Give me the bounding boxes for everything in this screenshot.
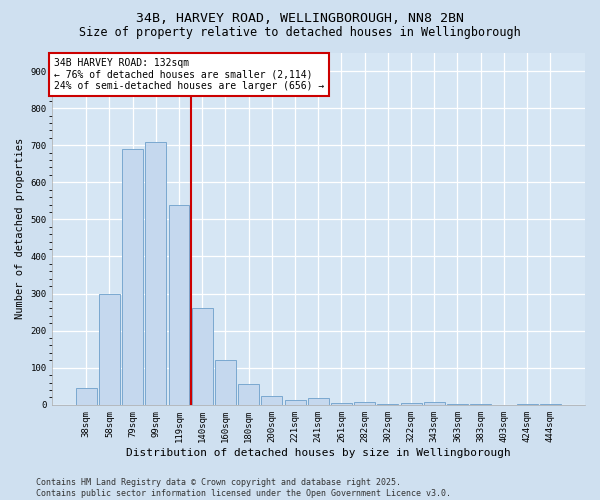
Bar (169, 204, 190, 405)
Bar (331, 403, 352, 405)
Bar (470, 404, 491, 405)
Bar (99, 294, 120, 405)
X-axis label: Distribution of detached houses by size in Wellingborough: Distribution of detached houses by size … (126, 448, 511, 458)
Text: Size of property relative to detached houses in Wellingborough: Size of property relative to detached ho… (79, 26, 521, 39)
Y-axis label: Number of detached properties: Number of detached properties (15, 138, 25, 320)
Bar (424, 402, 445, 405)
Bar (238, 384, 259, 405)
Bar (76, 388, 97, 405)
Bar (284, 400, 305, 405)
Bar (354, 402, 375, 405)
Bar (122, 149, 143, 405)
Bar (262, 396, 283, 405)
Bar (145, 142, 166, 405)
Bar (447, 404, 468, 405)
Bar (377, 404, 398, 405)
Bar (308, 398, 329, 405)
Text: Contains HM Land Registry data © Crown copyright and database right 2025.
Contai: Contains HM Land Registry data © Crown c… (36, 478, 451, 498)
Text: 34B HARVEY ROAD: 132sqm
← 76% of detached houses are smaller (2,114)
24% of semi: 34B HARVEY ROAD: 132sqm ← 76% of detache… (54, 58, 325, 91)
Bar (517, 404, 538, 405)
Text: 34B, HARVEY ROAD, WELLINGBOROUGH, NN8 2BN: 34B, HARVEY ROAD, WELLINGBOROUGH, NN8 2B… (136, 12, 464, 26)
Bar (401, 402, 422, 405)
Bar (215, 360, 236, 405)
Bar (192, 308, 212, 405)
